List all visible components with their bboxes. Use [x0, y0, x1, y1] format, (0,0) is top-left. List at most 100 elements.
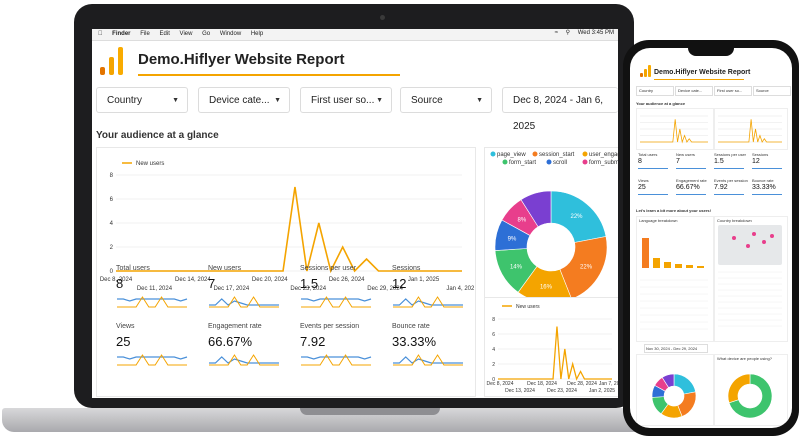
legend-swatch: [546, 159, 552, 165]
map-point: [746, 244, 750, 248]
phone-device-title: What device are people using?: [717, 356, 772, 361]
menu-window[interactable]: Window: [213, 31, 241, 37]
legend-label: session_start: [539, 152, 575, 158]
series-line-new-users: [498, 326, 612, 381]
pie-slice: [673, 373, 696, 395]
phone-title-underline: [654, 79, 744, 80]
phone-filter-first-user[interactable]: First user so...: [714, 86, 752, 96]
language-bar: [675, 264, 682, 268]
phone-metric-sparkline: [676, 168, 706, 169]
metric-value: 1.5: [300, 276, 319, 291]
metric-label: Sessions per user: [300, 265, 357, 272]
phone-pie-card: [636, 354, 714, 426]
sparkline-current: [301, 356, 372, 360]
phone-line-chart-2: [718, 115, 782, 143]
sparkline-previous: [393, 354, 463, 366]
y-tick-label: 6: [110, 197, 114, 203]
legend-label: user_engag...: [589, 152, 618, 158]
menubar-clock[interactable]: Wed 3:45 PM: [577, 30, 614, 36]
phone-metric-label: Sessions: [752, 152, 769, 157]
sparkline-current: [393, 298, 463, 306]
menu-help[interactable]: Help: [244, 31, 263, 37]
phone-language-title: Language breakdown: [639, 218, 678, 223]
metric-sparkline: [393, 354, 463, 366]
menu-go[interactable]: Go: [195, 31, 210, 37]
series-line-new-users: [116, 186, 462, 274]
slice-label: 22%: [580, 264, 593, 270]
apple-icon[interactable]: : [98, 31, 103, 37]
metric-label: Total users: [116, 265, 150, 272]
x-tick-label: Dec 17, 2024: [213, 286, 249, 292]
wifi-icon[interactable]: ≈: [554, 30, 558, 36]
x-tick-label: Dec 11, 2024: [137, 286, 173, 292]
metric-label: Engagement rate: [208, 323, 262, 330]
x-tick-label: Jan 7, 2025: [599, 381, 618, 387]
x-tick-label: Jan 4, 2025: [446, 286, 474, 292]
phone-section2-title: Let's learn a bit more about your users!: [636, 208, 711, 213]
metric-sparkline: [393, 296, 463, 308]
y-tick-label: 4: [492, 347, 495, 353]
slice-label: 16%: [540, 285, 553, 291]
series-line-new-users: [640, 119, 708, 144]
legend-label: New users: [136, 161, 164, 167]
phone-metric-label: Events per session: [714, 178, 748, 183]
x-tick-label: Dec 23, 2024: [547, 388, 577, 394]
menu-view[interactable]: View: [173, 31, 193, 37]
legend-swatch: [490, 151, 496, 157]
x-tick-label: Dec 23, 2024: [290, 286, 326, 292]
legend-swatch: [582, 159, 588, 165]
phone-metric-label: Engagement rate: [676, 178, 707, 183]
phone-line-card: [636, 108, 714, 150]
metric-label: Views: [116, 323, 135, 330]
sparkline-previous: [117, 354, 187, 366]
menu-file[interactable]: File: [134, 31, 150, 37]
caret-down-icon: ▼: [376, 97, 383, 104]
filter-label: Device cate...: [209, 95, 270, 106]
menubar-status: ≈ ⚲ Wed 3:45 PM: [555, 29, 614, 36]
legend-swatch: [502, 159, 508, 165]
date-range-label: Dec 8, 2024 - Jan 6, 2025: [513, 95, 604, 132]
sparkline-current: [393, 356, 463, 364]
phone-report-title: Demo.Hiflyer Website Report: [654, 69, 751, 76]
metric-sparkline: [117, 354, 188, 366]
y-tick-label: 6: [492, 332, 495, 338]
sparkline-previous: [393, 296, 463, 308]
filter-device-category[interactable]: Device cate... ▼: [198, 87, 290, 113]
audience-card: [96, 147, 476, 397]
phone-section-title: Your audience at a glance: [636, 101, 686, 106]
date-range-picker[interactable]: Dec 8, 2024 - Jan 6, 2025: [502, 87, 618, 132]
map-point: [762, 240, 766, 244]
x-tick-label: Jan 2, 2025: [589, 388, 615, 394]
filter-country[interactable]: Country ▼: [96, 87, 188, 113]
x-tick-label: Dec 13, 2024: [505, 388, 535, 394]
legend-label: New users: [516, 304, 540, 310]
phone-metric-value: 33.33%: [752, 184, 776, 191]
filter-label: Country: [107, 95, 143, 106]
search-icon[interactable]: ⚲: [565, 30, 571, 36]
pie-slice: [728, 373, 773, 419]
events-pie-chart: page_view session_start user_engag... form_…: [490, 151, 618, 304]
metric-label: New users: [208, 265, 242, 272]
language-bar: [642, 238, 649, 268]
phone-filter-country[interactable]: Country: [636, 86, 674, 96]
legend-label: form_start: [509, 160, 536, 166]
filter-source[interactable]: Source ▼: [400, 87, 492, 113]
phone-filter-device[interactable]: Device cate...: [675, 86, 713, 96]
analytics-logo-icon: [640, 64, 652, 78]
caret-down-icon: ▼: [172, 97, 179, 104]
slice-label: 8%: [518, 218, 527, 224]
phone-filter-source[interactable]: Source: [753, 86, 791, 96]
sparkline-current: [209, 356, 279, 364]
filter-label: First user so...: [311, 95, 375, 106]
x-tick-label: Dec 8, 2024: [100, 277, 133, 283]
phone-date-range[interactable]: Nov 30, 2024 - Dec 29, 2024: [644, 344, 708, 353]
phone-metric-value: 25: [638, 184, 646, 191]
sparkline-current: [209, 298, 279, 306]
filter-first-user-source[interactable]: First user so... ▼: [300, 87, 392, 113]
menu-edit[interactable]: Edit: [153, 31, 170, 37]
metric-value: 7: [208, 276, 216, 291]
menu-finder[interactable]: Finder: [106, 31, 130, 37]
map-point: [732, 236, 736, 240]
world-map[interactable]: [718, 225, 782, 265]
